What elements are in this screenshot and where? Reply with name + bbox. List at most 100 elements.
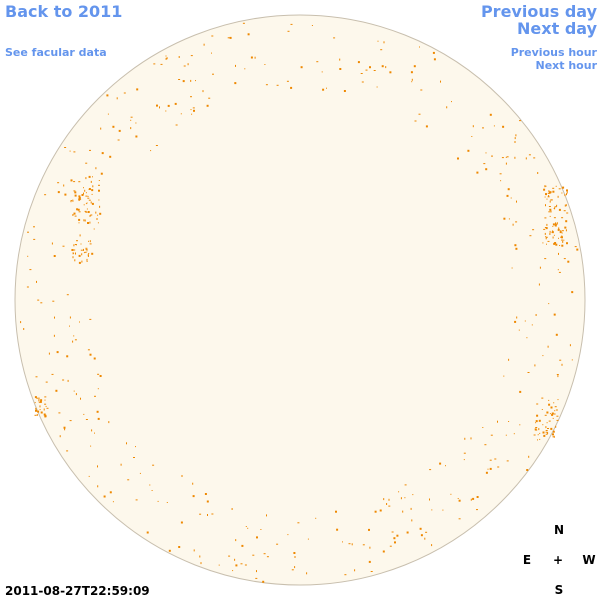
facula [211,35,214,37]
facula [561,239,564,241]
facula [476,509,478,511]
facula [99,205,101,208]
facula [553,402,555,404]
facula [558,227,560,230]
facula [550,199,553,201]
facula [51,242,53,245]
facula [429,498,430,501]
facula [432,51,435,54]
facula [411,81,413,83]
facula [183,65,186,67]
facula [297,522,300,524]
facula [368,528,370,531]
facula [547,345,549,348]
facula [48,352,50,355]
facula [518,329,520,331]
facula [484,444,487,446]
facula [402,510,404,513]
facula [33,238,36,240]
facula [508,421,510,422]
facula [485,168,488,171]
facula [67,379,69,382]
facula [229,36,232,39]
previous-hour-link[interactable]: Previous hour [511,46,598,59]
facula [93,357,96,360]
facula [39,405,41,408]
facula [69,325,70,327]
facula [547,432,549,434]
facula [563,239,565,241]
next-hour-link[interactable]: Next hour [536,59,598,72]
facula [547,192,550,194]
facula [514,156,516,159]
facula [294,566,296,569]
facula [87,222,89,224]
facula [112,125,115,128]
facula [544,414,547,416]
facula [545,433,548,435]
facula [553,313,556,316]
facula [546,243,547,245]
facula [557,399,559,401]
facula [85,195,88,197]
facula [369,546,371,549]
facula [544,185,547,187]
facula [89,215,92,217]
facula [208,97,211,99]
facula [490,434,493,436]
facula [27,255,29,257]
facula [73,252,75,254]
facula [139,472,141,474]
facula [57,182,60,184]
facula [100,172,103,175]
facula [37,410,40,413]
facula [36,413,38,416]
facula [556,415,559,417]
facula [344,574,347,576]
facula [351,543,353,546]
facula [91,193,93,195]
facula [333,37,336,39]
facula [311,25,313,26]
facula [549,208,552,211]
facula [91,252,94,255]
back-link[interactable]: Back to 2011 [5,2,122,21]
facula [412,494,414,496]
facula [508,218,510,220]
facula [290,86,293,89]
facula [227,37,230,39]
facula [542,242,544,244]
facula [382,550,385,553]
facula [413,65,416,68]
facula [244,564,247,566]
facula [92,185,94,188]
next-day-link[interactable]: Next day [517,19,598,38]
facula [554,406,557,408]
facula [546,422,548,424]
facula [487,468,489,470]
facula [471,136,473,137]
facula [78,211,81,213]
facula [555,222,556,225]
facula [165,57,167,60]
facula [545,204,546,207]
facula [558,237,559,239]
facula [89,243,92,245]
facula [506,194,509,197]
facula [84,210,87,212]
previous-day-link[interactable]: Previous day [481,2,598,21]
facula [73,181,76,183]
facula [537,439,538,441]
facula [380,49,383,51]
facular-link[interactable]: See facular data [5,46,107,59]
facula [497,466,500,468]
facula [470,498,472,501]
facula [180,521,183,524]
facula [497,420,498,423]
facula [554,410,556,412]
facula [535,420,538,423]
facula [544,232,546,235]
facula [95,211,97,214]
facula [556,204,558,207]
facula [418,113,421,115]
